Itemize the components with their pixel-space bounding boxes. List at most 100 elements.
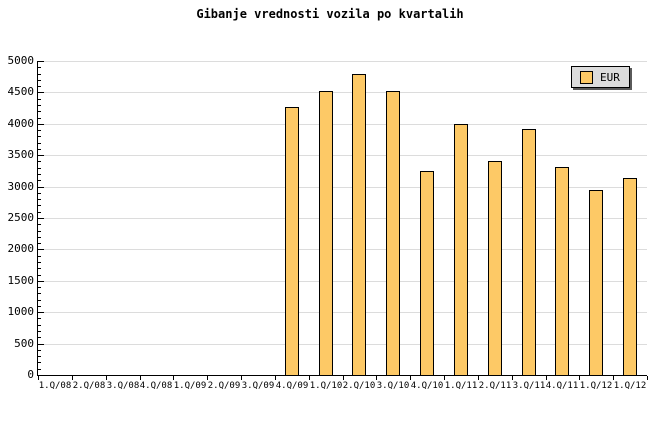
- x-tick-label: 3.Q/08: [106, 381, 140, 391]
- y-minor-tick-2300: [38, 231, 41, 232]
- y-tick-label: 500: [14, 337, 34, 350]
- y-minor-tick-300: [38, 356, 41, 357]
- x-tick-15: [546, 376, 547, 380]
- gridline-500: [38, 344, 647, 345]
- x-axis: [37, 375, 647, 376]
- x-tick-18: [647, 376, 648, 380]
- x-tick-label: 3.Q/11: [512, 381, 546, 391]
- x-tick-10: [376, 376, 377, 380]
- gridline-2500: [38, 218, 647, 219]
- x-tick-label: 3.Q/10: [376, 381, 410, 391]
- y-major-tick-1500: [38, 281, 44, 282]
- y-tick-label: 3000: [7, 180, 35, 193]
- y-minor-tick-1100: [38, 306, 41, 307]
- y-minor-tick-3900: [38, 130, 41, 131]
- bar-2-q-11: [488, 161, 502, 375]
- y-minor-tick-2200: [38, 237, 41, 238]
- x-tick-3: [140, 376, 141, 380]
- chart-title: Gibanje vrednosti vozila po kvartalih: [196, 7, 464, 21]
- y-minor-tick-1300: [38, 293, 41, 294]
- gridline-2000: [38, 249, 647, 250]
- y-major-tick-500: [38, 344, 44, 345]
- gridline-4000: [38, 124, 647, 125]
- x-tick-label: 2.Q/10: [342, 381, 376, 391]
- x-tick-9: [343, 376, 344, 380]
- x-tick-7: [275, 376, 276, 380]
- x-tick-2: [106, 376, 107, 380]
- y-minor-tick-2800: [38, 199, 41, 200]
- y-minor-tick-900: [38, 318, 41, 319]
- y-minor-tick-200: [38, 362, 41, 363]
- y-major-tick-1000: [38, 312, 44, 313]
- y-minor-tick-4600: [38, 86, 41, 87]
- y-minor-tick-100: [38, 369, 41, 370]
- y-axis: [37, 61, 38, 376]
- x-tick-17: [613, 376, 614, 380]
- y-minor-tick-600: [38, 337, 41, 338]
- y-minor-tick-4800: [38, 74, 41, 75]
- y-minor-tick-4300: [38, 105, 41, 106]
- y-minor-tick-2900: [38, 193, 41, 194]
- y-minor-tick-2100: [38, 243, 41, 244]
- legend-label: EUR: [600, 70, 620, 84]
- y-major-tick-3000: [38, 187, 44, 188]
- y-minor-tick-400: [38, 350, 41, 351]
- bar-4-q-09: [285, 107, 299, 375]
- y-major-tick-4000: [38, 124, 44, 125]
- y-minor-tick-4100: [38, 118, 41, 119]
- x-tick-label: 4.Q/11: [545, 381, 579, 391]
- y-minor-tick-1600: [38, 275, 41, 276]
- bar-1-q-12: [623, 178, 637, 375]
- y-minor-tick-4400: [38, 99, 41, 100]
- x-tick-6: [241, 376, 242, 380]
- y-major-tick-5000: [38, 61, 44, 62]
- x-tick-label: 1.Q/12: [579, 381, 613, 391]
- bar-2-q-10: [352, 74, 366, 375]
- legend-swatch-icon: [580, 70, 593, 84]
- x-tick-label: 4.Q/09: [275, 381, 309, 391]
- x-tick-1: [72, 376, 73, 380]
- bar-3-q-11: [522, 129, 536, 375]
- y-minor-tick-3600: [38, 149, 41, 150]
- gridline-1500: [38, 281, 647, 282]
- y-tick-label: 0: [27, 368, 34, 381]
- y-tick-label: 5000: [7, 54, 35, 67]
- y-minor-tick-4200: [38, 111, 41, 112]
- x-tick-4: [173, 376, 174, 380]
- x-tick-16: [579, 376, 580, 380]
- gridline-1000: [38, 312, 647, 313]
- y-minor-tick-2600: [38, 212, 41, 213]
- x-tick-label: 1.Q/10: [309, 381, 343, 391]
- x-tick-label: 2.Q/08: [72, 381, 106, 391]
- y-major-tick-2500: [38, 218, 44, 219]
- y-minor-tick-1400: [38, 287, 41, 288]
- y-tick-label: 1000: [7, 305, 35, 318]
- plot-area: [37, 61, 648, 380]
- y-tick-label: 1500: [7, 274, 35, 287]
- bar-4-q-11: [555, 167, 569, 375]
- x-tick-5: [207, 376, 208, 380]
- x-tick-label: 1.Q/12: [613, 381, 647, 391]
- y-minor-tick-3800: [38, 136, 41, 137]
- y-axis-labels: 0 500 1000 1500 2000 2500 3000 3500 4000 4500 5000: [0, 55, 35, 381]
- y-minor-tick-3200: [38, 174, 41, 175]
- y-minor-tick-3400: [38, 161, 41, 162]
- x-tick-12: [444, 376, 445, 380]
- y-minor-tick-3100: [38, 180, 41, 181]
- x-tick-label: 4.Q/10: [410, 381, 444, 391]
- x-tick-14: [512, 376, 513, 380]
- x-tick-label: 4.Q/08: [139, 381, 173, 391]
- y-minor-tick-1200: [38, 300, 41, 301]
- x-tick-label: 1.Q/08: [38, 381, 72, 391]
- y-minor-tick-800: [38, 325, 41, 326]
- y-major-tick-2000: [38, 249, 44, 250]
- x-tick-label: 3.Q/09: [241, 381, 275, 391]
- bar-1-q-10: [319, 91, 333, 375]
- y-minor-tick-2400: [38, 224, 41, 225]
- legend: EUR: [571, 66, 630, 88]
- bar-4-q-10: [420, 171, 434, 375]
- y-minor-tick-700: [38, 331, 41, 332]
- y-tick-label: 4500: [7, 85, 35, 98]
- x-tick-label: 1.Q/09: [173, 381, 207, 391]
- x-tick-0: [38, 376, 39, 380]
